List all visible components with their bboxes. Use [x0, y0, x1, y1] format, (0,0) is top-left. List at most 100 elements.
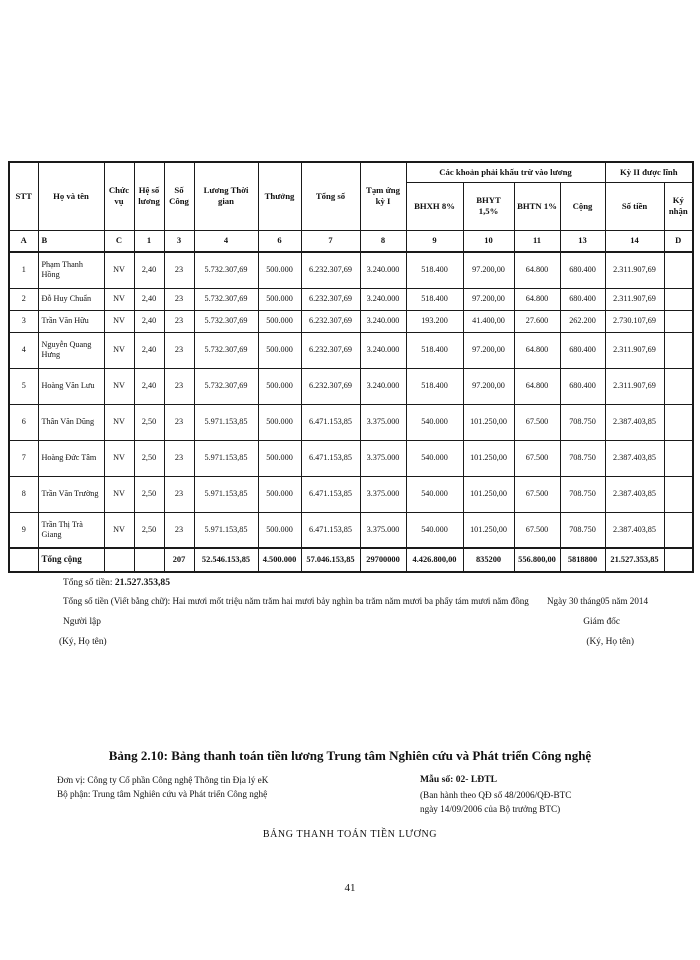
table-cell	[663, 331, 694, 369]
table-cell: 518.400	[405, 251, 464, 289]
name-cell: B	[37, 229, 105, 253]
date-line: Ngày 30 tháng05 năm 2014	[546, 596, 648, 607]
table-cell: 6.471.153,85	[300, 511, 361, 549]
table-cell: 193.200	[405, 309, 464, 333]
table-cell: 8	[8, 475, 39, 513]
name-cell: Nguyễn Quang Hưng	[37, 331, 105, 369]
table-cell: 21.527.353,85	[604, 547, 665, 573]
table-cell: 6	[257, 229, 302, 253]
sign-note-right: (Ký, Họ tên)	[586, 637, 634, 648]
table-cell: 500.000	[257, 403, 302, 441]
table-cell: 2.387.403,85	[604, 511, 665, 549]
table-cell: 23	[163, 367, 195, 405]
name-cell: Trần Thị Trà Giang	[37, 511, 105, 549]
table-cell: 6.232.307,69	[300, 367, 361, 405]
employee-row: 3 Trần Văn Hữu NV 2,40 23 5.732.307,69 500.000…	[8, 309, 694, 333]
table-cell: NV	[103, 287, 135, 311]
table-cell: 97.200,00	[462, 251, 515, 289]
table-body: A B C 1 3 4 6 7 8 9 10 11 13 14 D 1 Phạm Thanh Hồng NV 2,4…	[8, 229, 694, 573]
col-header-stt: STT	[8, 161, 39, 231]
total-amount-label: Tổng số tiền:	[63, 578, 113, 588]
table-cell: 2,40	[133, 251, 165, 289]
table-cell: 500.000	[257, 251, 302, 289]
table-cell: 23	[163, 331, 195, 369]
table-cell: 2,40	[133, 287, 165, 311]
table-cell: A	[8, 229, 39, 253]
table-cell: 27.600	[513, 309, 561, 333]
issued-line-2: ngày 14/09/2006 của Bộ trưởng BTC)	[420, 804, 561, 815]
col-header-bhtn: BHTN 1%	[513, 181, 561, 231]
table-cell: 29700000	[359, 547, 407, 573]
col-header-bonus: Thưởng	[257, 161, 302, 231]
table-cell: 9	[405, 229, 464, 253]
table-cell: NV	[103, 403, 135, 441]
table-cell: 6.232.307,69	[300, 331, 361, 369]
table-cell: 101.250,00	[462, 475, 515, 513]
table-cell: 2.311.907,69	[604, 331, 665, 369]
table-cell: 64.800	[513, 287, 561, 311]
table-cell	[663, 403, 694, 441]
name-cell: Hoàng Đức Tâm	[37, 439, 105, 477]
preparer-label: Người lập	[63, 617, 101, 628]
col-header-bhxh: BHXH 8%	[405, 181, 464, 231]
table-cell: 540.000	[405, 439, 464, 477]
document-title: BẢNG THANH TOÁN TIỀN LƯƠNG	[262, 829, 438, 841]
name-cell: Hoàng Văn Lưu	[37, 367, 105, 405]
table-cell: 500.000	[257, 287, 302, 311]
name-cell: Phạm Thanh Hồng	[37, 251, 105, 289]
table-cell: 680.400	[559, 331, 606, 369]
table-cell: 67.500	[513, 475, 561, 513]
table-cell: 5.971.153,85	[193, 439, 259, 477]
table-cell: 97.200,00	[462, 367, 515, 405]
signature-roles-line: Người lập Giám đốc	[63, 617, 648, 628]
employee-row: 9 Trần Thị Trà Giang NV 2,50 23 5.971.153,85 5…	[8, 511, 694, 549]
table-cell: 2	[8, 287, 39, 311]
table-cell: 708.750	[559, 511, 606, 549]
total-row: Tổng cộng 207 52.546.153,85 4.500.000 57.046…	[8, 547, 694, 573]
table-cell: 5.971.153,85	[193, 511, 259, 549]
table-cell: NV	[103, 367, 135, 405]
table-cell: 518.400	[405, 331, 464, 369]
director-label: Giám đốc	[583, 617, 620, 628]
table-cell: 2.387.403,85	[604, 475, 665, 513]
col-header-workdays: Số Công	[163, 161, 195, 231]
page-number: 41	[344, 882, 356, 894]
name-cell: Tổng cộng	[37, 547, 105, 573]
table-cell: 500.000	[257, 475, 302, 513]
name-cell: Trần Văn Hữu	[37, 309, 105, 333]
amount-in-words-line: Tổng số tiền (Viết bằng chữ): Hai mươi m…	[63, 596, 648, 607]
table-cell: 2.730.107,69	[604, 309, 665, 333]
table-cell: 708.750	[559, 403, 606, 441]
table-cell: 2,50	[133, 475, 165, 513]
table-cell: NV	[103, 251, 135, 289]
table-cell	[663, 287, 694, 311]
table-cell: 680.400	[559, 367, 606, 405]
table-cell	[663, 309, 694, 333]
form-number: Mẫu số: 02- LĐTL	[420, 774, 498, 785]
table-cell: 4	[8, 331, 39, 369]
table-cell: 835200	[462, 547, 515, 573]
table-cell: 7	[300, 229, 361, 253]
name-cell: Trần Văn Trường	[37, 475, 105, 513]
table-cell: 64.800	[513, 251, 561, 289]
table-cell: 540.000	[405, 403, 464, 441]
table-cell: 518.400	[405, 367, 464, 405]
column-index-row: A B C 1 3 4 6 7 8 9 10 11 13 14 D	[8, 229, 694, 253]
table-cell: 2,40	[133, 309, 165, 333]
table-cell: 23	[163, 475, 195, 513]
col-header-coefficient: Hệ số lương	[133, 161, 165, 231]
table-cell: 97.200,00	[462, 331, 515, 369]
table-cell	[663, 439, 694, 477]
table-cell: 6.232.307,69	[300, 287, 361, 311]
table-cell: 500.000	[257, 439, 302, 477]
header-row-groups: STT Họ và tên Chức vụ Hệ số lương Số Côn…	[8, 161, 694, 231]
table-cell	[133, 547, 165, 573]
table-cell: 64.800	[513, 331, 561, 369]
col-header-bhyt: BHYT 1,5%	[462, 181, 515, 231]
table-cell: 67.500	[513, 511, 561, 549]
table-cell: 23	[163, 439, 195, 477]
table-cell: NV	[103, 475, 135, 513]
col-header-period2-group: Kỳ II được lĩnh	[604, 161, 694, 183]
table-cell: 52.546.153,85	[193, 547, 259, 573]
table-cell: 67.500	[513, 439, 561, 477]
